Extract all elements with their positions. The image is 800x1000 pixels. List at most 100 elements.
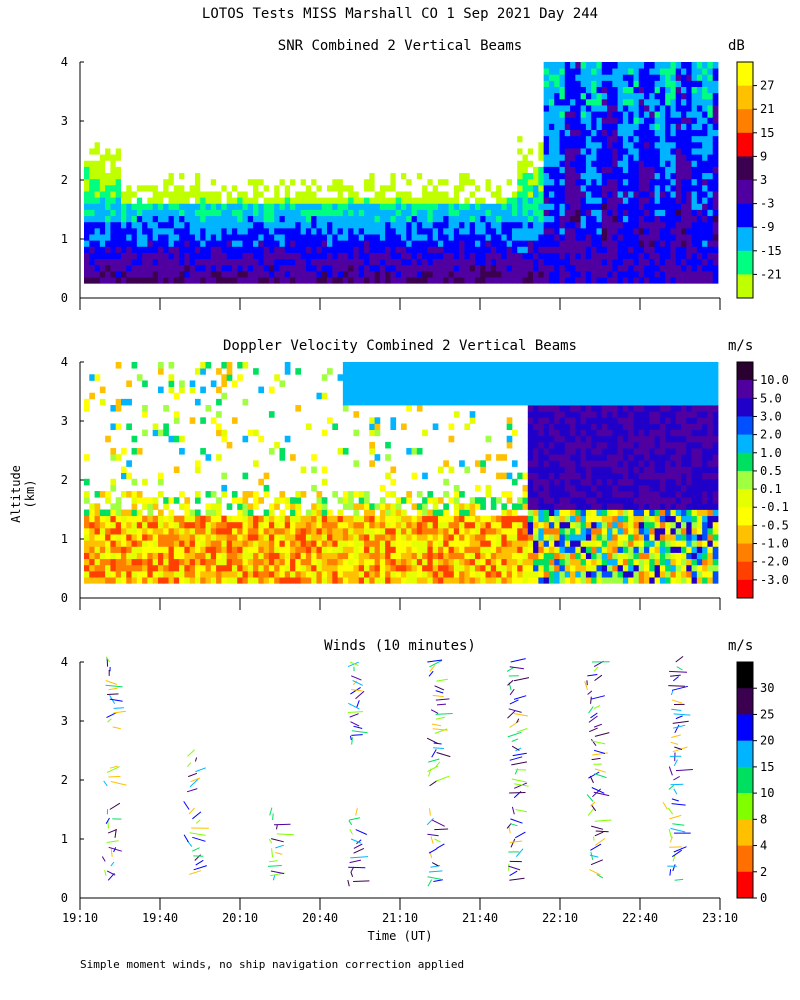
snr-cell — [543, 258, 550, 266]
velocity-cell — [279, 497, 286, 504]
snr-cell — [437, 197, 444, 204]
snr-cell — [253, 166, 259, 174]
snr-cell — [110, 209, 117, 217]
snr-cell — [427, 98, 434, 106]
snr-cell — [585, 117, 592, 124]
snr-cell — [707, 80, 714, 87]
snr-cell — [538, 148, 545, 155]
snr-cell — [253, 264, 259, 272]
snr-cell — [263, 166, 270, 174]
snr-cell — [554, 258, 560, 266]
snr-cell — [437, 166, 444, 174]
snr-cell — [696, 68, 703, 75]
snr-cell — [205, 92, 212, 100]
snr-cell — [564, 92, 571, 100]
snr-cell — [395, 203, 402, 210]
snr-cell — [321, 92, 328, 100]
velocity-cell — [189, 527, 196, 535]
snr-cell — [115, 68, 122, 75]
snr-cell — [327, 191, 333, 198]
velocity-cell — [179, 577, 185, 584]
snr-cell — [311, 264, 317, 272]
velocity-cell — [290, 534, 296, 541]
snr-cell — [422, 141, 428, 149]
snr-cell — [84, 197, 90, 204]
snr-cell — [401, 240, 407, 247]
snr-cell — [670, 178, 677, 186]
snr-cell — [194, 215, 201, 223]
velocity-cell — [226, 441, 233, 449]
velocity-cell — [237, 515, 243, 523]
velocity-cell — [274, 521, 280, 529]
velocity-cell — [231, 570, 238, 578]
snr-cell — [564, 203, 571, 210]
snr-cell — [665, 123, 671, 131]
snr-cell — [179, 135, 185, 143]
snr-cell — [406, 264, 412, 272]
snr-cell — [522, 215, 529, 223]
snr-cell — [316, 252, 323, 260]
snr-cell — [284, 135, 291, 143]
snr-cell — [390, 203, 397, 210]
snr-cell — [511, 240, 518, 247]
snr-cell — [337, 80, 344, 87]
snr-cell — [210, 117, 217, 124]
snr-cell — [237, 203, 243, 210]
snr-cell — [696, 62, 703, 69]
snr-cell — [136, 154, 143, 161]
velocity-cell — [284, 546, 291, 553]
velocity-cell — [99, 546, 106, 553]
snr-cell — [517, 191, 523, 198]
snr-cell — [548, 264, 555, 272]
snr-cell — [89, 135, 95, 143]
snr-cell — [136, 240, 143, 247]
snr-cell — [622, 191, 629, 198]
snr-cell — [274, 246, 280, 253]
snr-cell — [607, 191, 613, 198]
snr-cell — [205, 252, 212, 260]
snr-cell — [84, 154, 90, 161]
snr-cell — [686, 135, 692, 143]
velocity-cell — [189, 540, 196, 547]
velocity-cell — [168, 534, 175, 541]
snr-cell — [120, 86, 127, 94]
snr-cell — [580, 86, 587, 94]
snr-cell — [612, 191, 619, 198]
snr-cell — [591, 258, 597, 266]
snr-cell — [691, 148, 698, 155]
snr-cell — [422, 203, 428, 210]
snr-cell — [242, 135, 249, 143]
velocity-cell — [295, 570, 302, 578]
snr-cell — [485, 234, 492, 241]
snr-cell — [279, 172, 286, 180]
snr-cell — [564, 221, 571, 229]
snr-cell — [633, 221, 640, 229]
snr-cell — [395, 98, 402, 106]
snr-cell — [496, 178, 502, 186]
snr-cell — [179, 172, 185, 180]
snr-cell — [364, 62, 370, 69]
snr-cell — [480, 148, 486, 155]
snr-cell — [681, 215, 687, 223]
velocity-cell — [189, 558, 196, 566]
snr-cell — [205, 111, 212, 118]
snr-cell — [527, 191, 534, 198]
snr-cell — [237, 62, 243, 69]
snr-cell — [443, 215, 449, 223]
snr-cell — [110, 68, 117, 75]
snr-cell — [126, 215, 132, 223]
snr-cell — [548, 74, 555, 81]
velocity-cell — [163, 570, 169, 578]
snr-cell — [527, 123, 534, 131]
snr-cell — [511, 258, 518, 266]
snr-cell — [702, 123, 708, 131]
velocity-cell — [94, 552, 101, 560]
snr-cell — [120, 277, 127, 284]
snr-cell — [348, 123, 354, 131]
snr-cell — [422, 166, 428, 174]
snr-cell — [205, 160, 212, 167]
snr-cell — [649, 74, 655, 81]
snr-cell — [437, 105, 444, 112]
snr-cell — [279, 277, 286, 284]
snr-cell — [686, 154, 692, 161]
